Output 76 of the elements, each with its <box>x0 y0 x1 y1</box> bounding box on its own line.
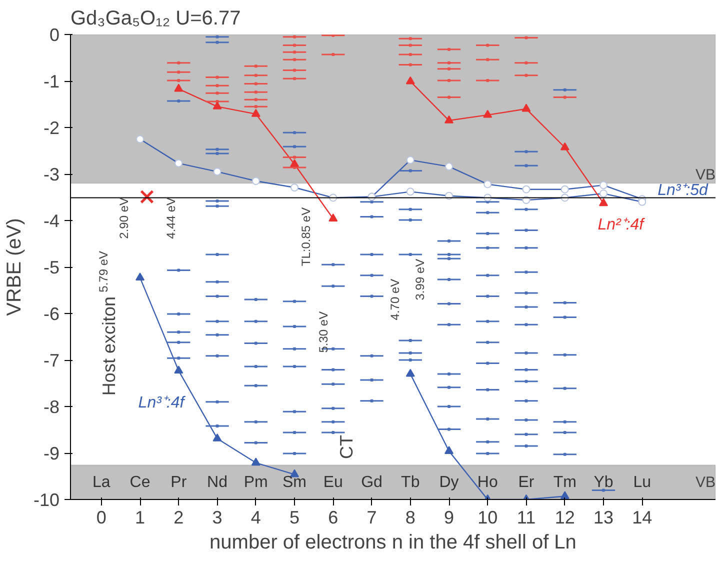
annotation: Tb <box>401 474 420 491</box>
point <box>251 458 260 466</box>
point <box>212 433 222 442</box>
point <box>328 214 338 222</box>
y-tick-label: -5 <box>43 258 60 278</box>
annotation: 3.99 eV <box>413 258 428 300</box>
point <box>174 84 184 92</box>
x-tick-label: 5 <box>290 508 300 528</box>
annotation: 2.90 eV <box>117 197 132 239</box>
x-tick-label: 12 <box>554 508 575 528</box>
point <box>406 368 415 377</box>
point <box>212 101 222 110</box>
y-axis-title: VRBE (eV) <box>3 218 26 316</box>
annotation: 4.44 eV <box>164 197 178 239</box>
x-tick-label: 4 <box>250 508 261 528</box>
x-tick-label: 2 <box>174 508 184 528</box>
y-tick-label: -6 <box>43 304 60 324</box>
annotation: Sm <box>282 474 307 491</box>
x-tick-label: 3 <box>212 508 222 528</box>
y-tick-label: -9 <box>43 444 60 464</box>
y-tick-label: -3 <box>43 164 60 184</box>
point <box>406 76 415 84</box>
annotation: Ln³⁺:4f <box>138 394 186 412</box>
point <box>140 190 154 204</box>
x-tick-label: 13 <box>593 508 614 528</box>
annotation: Eu <box>323 474 343 491</box>
x-tick-label: 6 <box>328 508 338 528</box>
y-tick-label: -2 <box>43 118 60 138</box>
band-label: VB <box>695 474 716 491</box>
y-tick-label: -1 <box>43 72 60 92</box>
point <box>251 108 260 117</box>
annotation: Pm <box>244 474 268 491</box>
annotation: Lu <box>633 474 652 491</box>
x-tick-label: 8 <box>405 508 416 528</box>
x-tick-label: 14 <box>632 508 652 528</box>
point <box>444 446 454 454</box>
y-tick-label: -4 <box>43 211 60 231</box>
x-axis-title: number of electrons n in the 4f shell of Ln <box>210 532 576 554</box>
annotation: Ho <box>477 474 498 491</box>
annotation: 5.79 eV <box>96 250 110 292</box>
y-tick-label: -8 <box>43 397 60 417</box>
x-tick-label: 11 <box>516 508 536 528</box>
annotation: Yb <box>594 474 614 491</box>
annotation: Er <box>518 474 535 491</box>
annotation: Tm <box>553 474 576 491</box>
x-tick-label: 10 <box>478 508 498 528</box>
annotation: 5.30 eV <box>316 311 330 353</box>
band-label: VB <box>695 166 716 184</box>
x-tick-label: 9 <box>444 508 454 528</box>
point <box>444 115 454 124</box>
x-tick-label: 1 <box>135 508 146 528</box>
y-tick-label: -10 <box>33 490 60 510</box>
annotation: La <box>92 474 110 491</box>
annotation: Dy <box>439 474 459 491</box>
annotation: Pr <box>170 474 188 491</box>
point <box>560 142 570 150</box>
x-tick-label: 0 <box>96 508 106 528</box>
x-tick-label: 7 <box>366 508 377 528</box>
annotation: TL:0.85 eV <box>299 207 314 266</box>
y-tick-label: 0 <box>49 25 60 45</box>
point <box>598 198 608 206</box>
y-tick-label: -7 <box>43 350 60 370</box>
annotation: CT <box>336 434 357 459</box>
point <box>136 272 145 281</box>
point <box>560 491 570 500</box>
annotation: 4.70 eV <box>388 278 402 320</box>
point <box>522 104 531 112</box>
annotation: Nd <box>207 474 228 491</box>
annotation: Ln³⁺:5d <box>658 182 710 199</box>
chart-title: Gd₃Ga₅O₁₂ U=6.77 <box>70 8 241 30</box>
point <box>483 110 492 118</box>
annotation: Ce <box>130 474 150 491</box>
annotation: Host exciton <box>99 296 120 396</box>
point <box>174 366 184 374</box>
annotation: Ln²⁺:4f <box>598 216 646 234</box>
annotation: Gd <box>361 474 382 491</box>
